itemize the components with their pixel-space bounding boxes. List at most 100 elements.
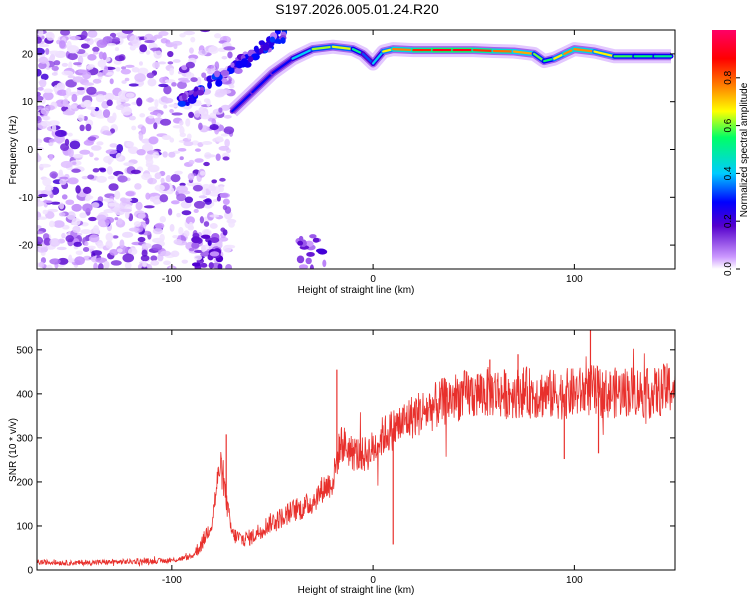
noise-blob (75, 250, 84, 256)
noise-blob (91, 250, 103, 256)
noise-blob (167, 61, 174, 65)
noise-blob (73, 62, 82, 66)
noise-blob (146, 263, 153, 269)
noise-blob (42, 91, 54, 101)
snr-y-ticks: 0 100 200 300 400 500 (16, 345, 675, 577)
noise-blob (203, 98, 210, 103)
noise-blob (191, 242, 200, 249)
noise-blob (103, 65, 109, 74)
noise-blob (46, 31, 55, 41)
noise-blob (181, 64, 188, 71)
noise-blob (126, 141, 135, 148)
noise-blob (129, 197, 139, 204)
y-tick-label: 0 (27, 145, 33, 156)
noise-blob (124, 262, 132, 269)
noise-blob (188, 159, 195, 165)
noise-blob (79, 212, 87, 219)
noise-blob (193, 208, 199, 214)
noise-blob (229, 84, 235, 89)
noise-blob (73, 241, 83, 247)
noise-blob (51, 65, 59, 71)
noise-blob (145, 158, 154, 166)
noise-blob (196, 76, 202, 86)
noise-blob (200, 244, 206, 253)
noise-blob (87, 106, 96, 110)
noise-blob (95, 257, 108, 263)
noise-blob (193, 200, 206, 209)
y-tick-label: 0 (27, 566, 33, 577)
noise-blob (219, 192, 230, 199)
noise-blob (141, 242, 152, 249)
noise-blob (60, 160, 73, 169)
noise-blob (119, 239, 125, 249)
noise-blob (37, 47, 45, 56)
noise-blob (108, 202, 117, 207)
noise-blob (209, 214, 220, 218)
noise-blob (40, 107, 50, 115)
noise-blob (145, 50, 151, 55)
noise-blob (65, 199, 75, 205)
noise-blob (58, 212, 66, 217)
noise-blob (37, 86, 44, 91)
noise-blob (298, 235, 304, 242)
noise-blob (79, 149, 91, 155)
noise-blob (39, 78, 47, 88)
noise-blob (128, 227, 140, 232)
y-tick-label: 300 (16, 433, 33, 444)
noise-blob (208, 262, 214, 269)
noise-blob (97, 72, 104, 77)
noise-blob (297, 240, 304, 246)
noise-blob (82, 203, 93, 213)
noise-blob (190, 77, 198, 83)
noise-blob (171, 82, 177, 87)
noise-blob (199, 170, 206, 176)
snr-background (37, 330, 675, 570)
noise-blob (76, 87, 86, 91)
noise-blob (110, 260, 122, 266)
noise-blob (222, 198, 230, 205)
noise-blob (37, 68, 42, 77)
noise-blob (92, 225, 100, 234)
y-tick-label: 20 (22, 49, 34, 60)
noise-blob (65, 87, 72, 97)
noise-blob (150, 260, 160, 266)
noise-blob (102, 109, 111, 118)
noise-blob (146, 72, 155, 79)
noise-blob (191, 262, 201, 267)
noise-blob (121, 30, 134, 34)
noise-blob (103, 198, 114, 202)
noise-blob (160, 177, 165, 184)
noise-blob (201, 141, 213, 145)
noise-blob (114, 47, 120, 52)
noise-blob (209, 223, 218, 229)
carrier-core (231, 91, 254, 113)
noise-blob (200, 113, 211, 120)
noise-blob (75, 185, 81, 194)
noise-blob (66, 40, 72, 50)
noise-blob (169, 223, 175, 232)
carrier-core (573, 48, 596, 53)
noise-blob (247, 56, 254, 63)
noise-blob (125, 191, 135, 197)
noise-blob (204, 154, 216, 158)
noise-blob (154, 172, 162, 180)
noise-blob (225, 264, 233, 269)
noise-blob (168, 151, 176, 158)
noise-blob (116, 98, 122, 106)
carrier-core (593, 50, 616, 58)
noise-blob (61, 232, 66, 239)
noise-blob (69, 140, 81, 150)
noise-blob (220, 227, 226, 233)
colorbar: 0.0 0.2 0.4 0.6 0.8 Normalized spectral ampl… (712, 30, 750, 276)
noise-blob (38, 261, 45, 268)
noise-blob (62, 98, 69, 108)
noise-blob (42, 177, 52, 187)
noise-blob (88, 216, 97, 222)
snr-panel: -100 0 100 0 100 200 300 400 500 Height of stra… (8, 329, 676, 596)
noise-blob (141, 143, 154, 153)
noise-blob (114, 55, 125, 62)
noise-blob (116, 143, 124, 153)
noise-blob (152, 152, 160, 159)
noise-blob (91, 202, 100, 208)
